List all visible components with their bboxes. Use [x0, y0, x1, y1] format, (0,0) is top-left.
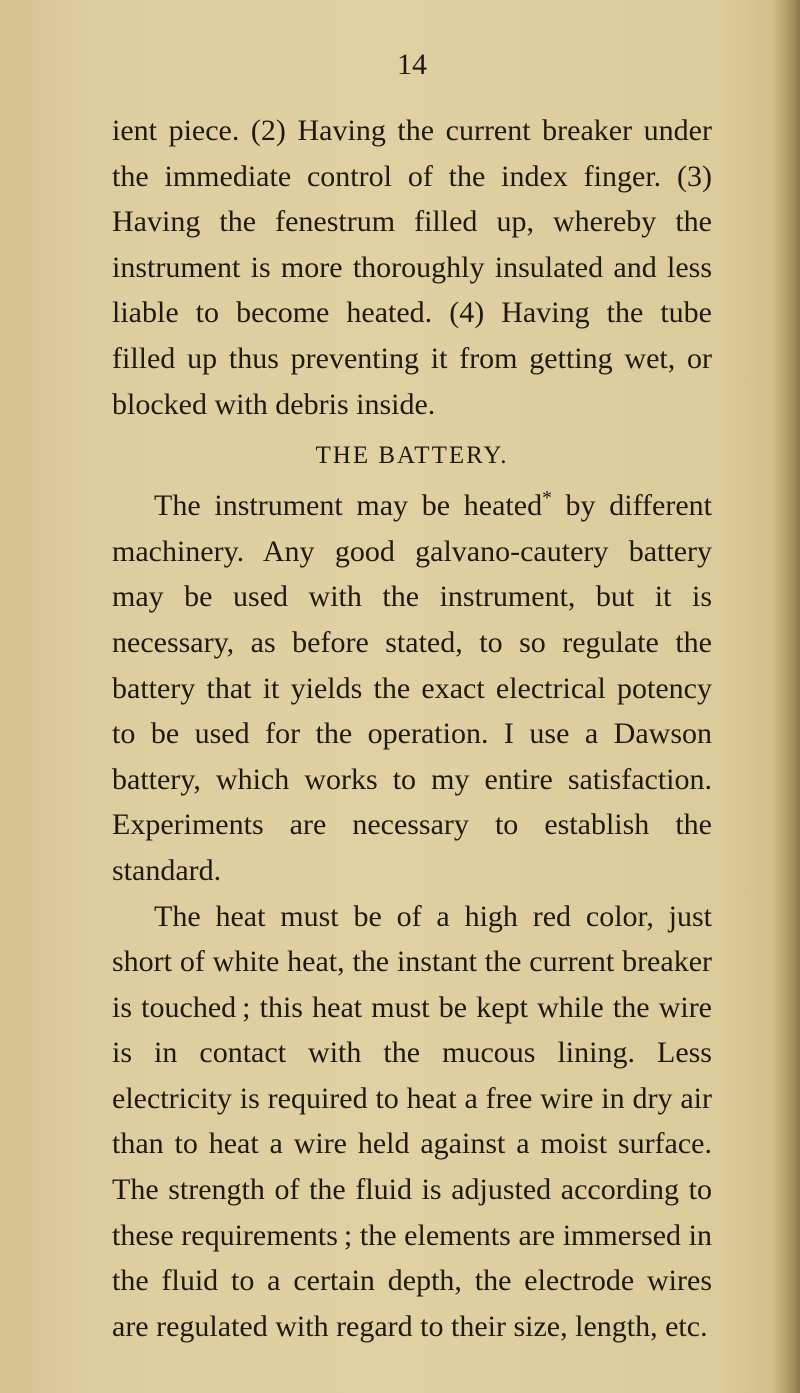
section-heading-battery: THE BATTERY.	[112, 437, 712, 475]
paragraph-2: The instrument may be heated* by differe…	[112, 483, 712, 893]
body-text: ient piece. (2) Having the current break…	[112, 108, 712, 1349]
footnote-marker-asterisk: *	[542, 488, 552, 509]
page-number: 14	[112, 48, 712, 82]
paragraph-2-part-a: The instrument may be heated	[154, 489, 542, 522]
paragraph-3: The heat must be of a high red color, ju…	[112, 894, 712, 1350]
paragraph-2-part-b: by different machinery. Any good galvano…	[112, 489, 712, 887]
paragraph-1: ient piece. (2) Having the current break…	[112, 108, 712, 427]
scanned-page: 14 ient piece. (2) Having the current br…	[0, 0, 800, 1393]
